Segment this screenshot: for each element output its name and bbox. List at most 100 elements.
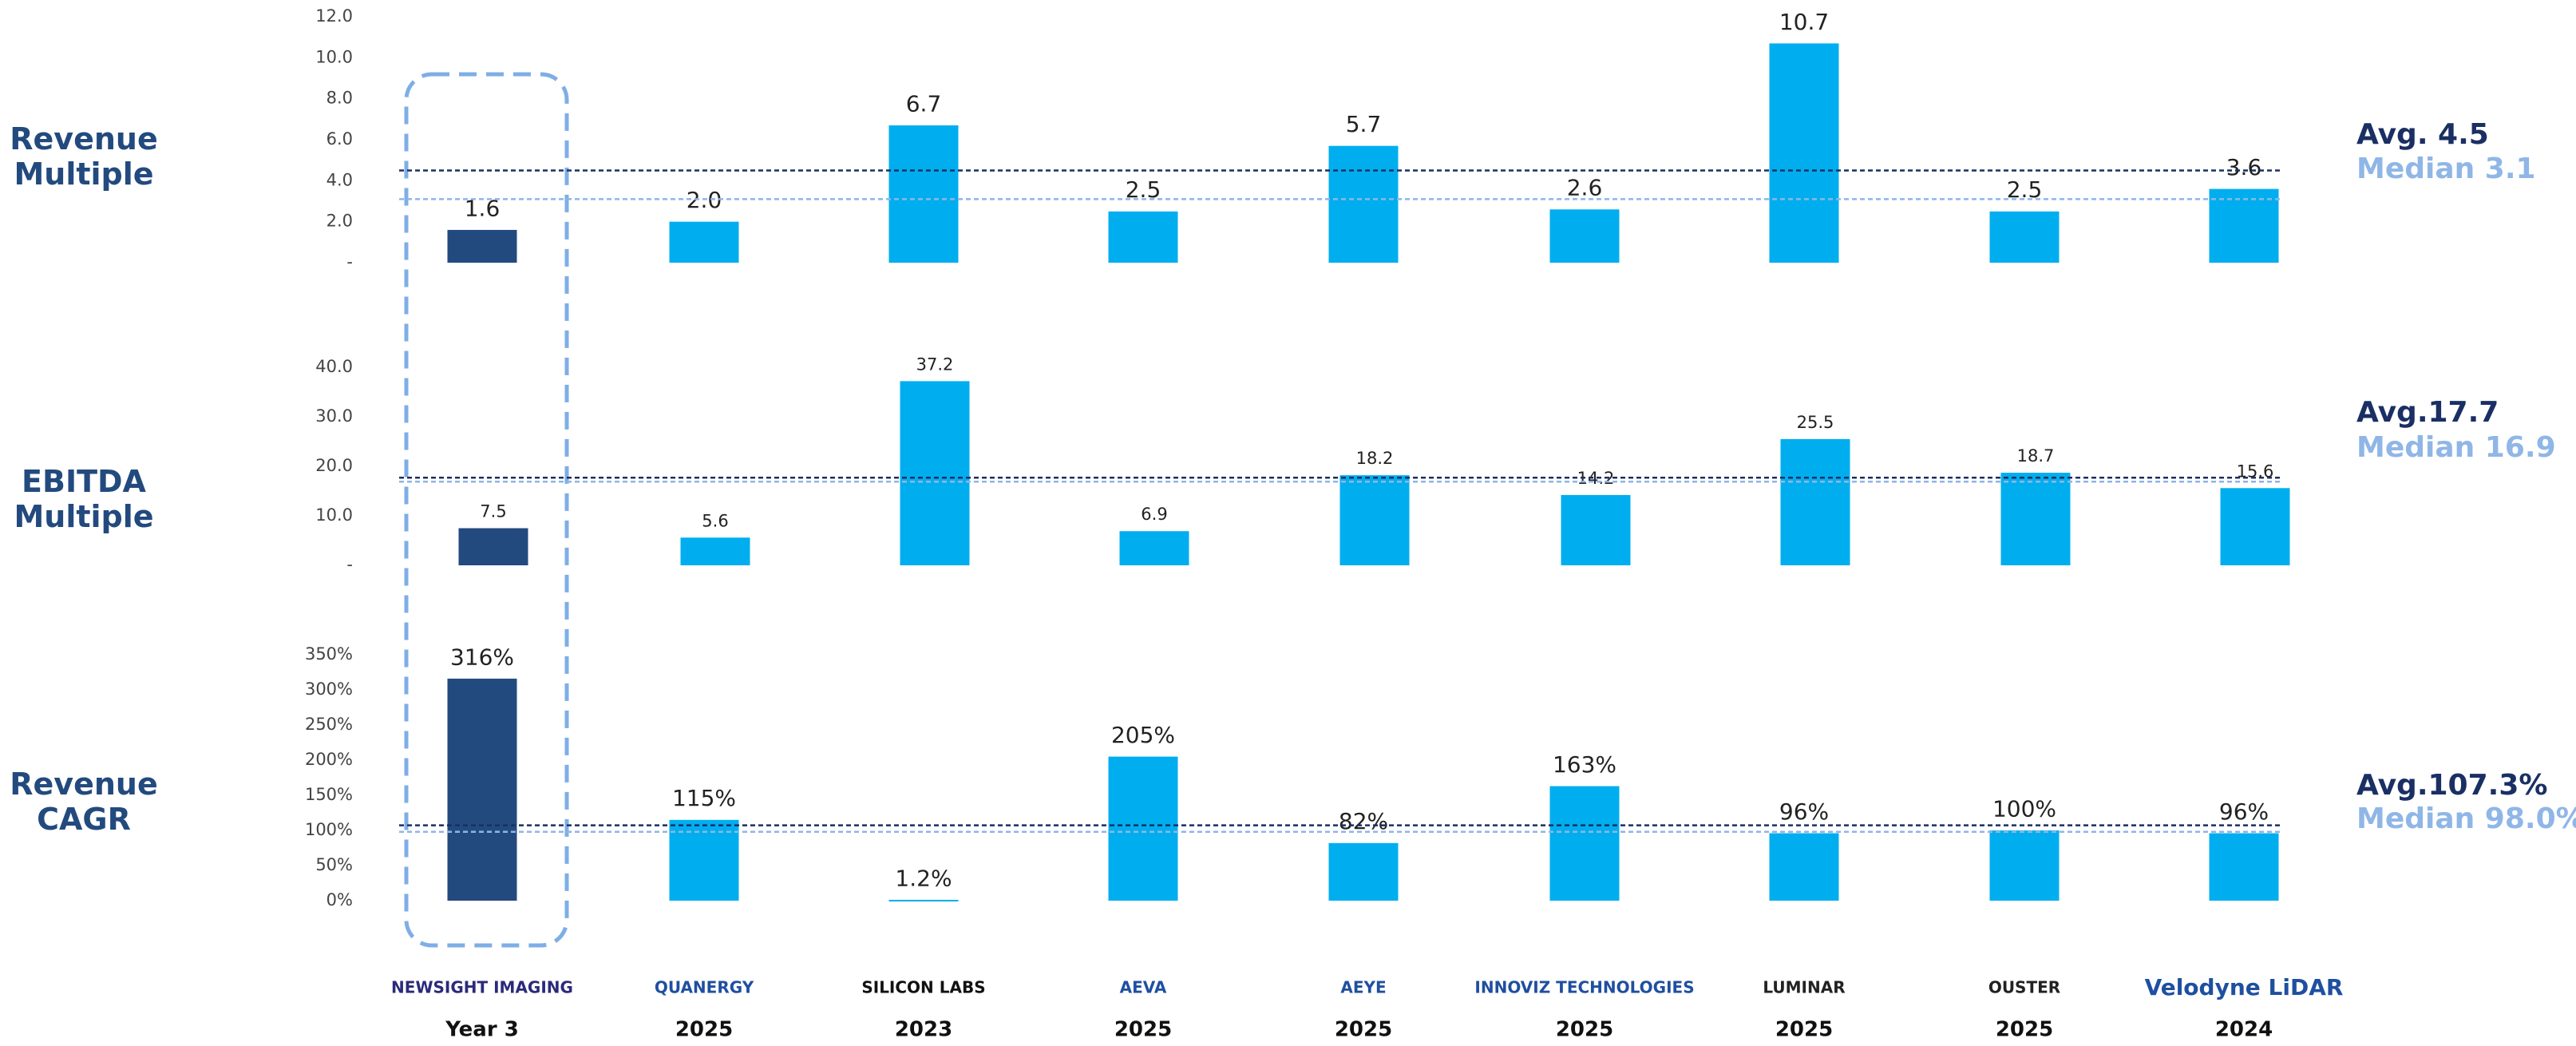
value-label: 82% xyxy=(1339,808,1388,834)
x-tick-label: 2025 xyxy=(1996,1018,2053,1042)
value-label: 10.7 xyxy=(1779,9,1829,35)
value-label: 18.2 xyxy=(1356,449,1394,468)
company-logo: NEWSIGHT IMAGING xyxy=(391,978,573,997)
company-logo: LUMINAR xyxy=(1763,978,1845,997)
value-label: 18.7 xyxy=(2017,446,2055,466)
bar xyxy=(1780,438,1850,565)
bar xyxy=(447,678,517,901)
company-logo: SILICON LABS xyxy=(861,978,985,997)
y-tick-label: 350% xyxy=(305,644,353,664)
value-label: 6.7 xyxy=(906,90,942,117)
x-tick-label: 2025 xyxy=(675,1018,733,1042)
y-tick-label: 10.0 xyxy=(315,47,353,66)
row-title-line: EBITDA xyxy=(22,464,147,499)
y-tick-label: 20.0 xyxy=(315,456,353,475)
y-tick-label: 150% xyxy=(305,785,353,804)
bar xyxy=(1108,756,1178,901)
y-tick-label: 4.0 xyxy=(326,170,353,189)
bar xyxy=(900,381,970,565)
bar xyxy=(1549,786,1620,901)
bar xyxy=(2220,488,2290,565)
value-label: 1.2% xyxy=(895,865,952,891)
company-logo: AEYE xyxy=(1340,978,1386,997)
bar xyxy=(1328,842,1399,901)
bar xyxy=(1108,211,1178,263)
y-tick-label: 0% xyxy=(326,890,353,909)
y-tick-label: 50% xyxy=(315,855,353,874)
x-tick-label: 2024 xyxy=(2215,1018,2273,1042)
company-logo: OUSTER xyxy=(1988,978,2060,997)
company-logo: AEVA xyxy=(1120,978,1167,997)
value-label: 6.9 xyxy=(1141,505,1167,524)
y-tick-label: 10.0 xyxy=(315,505,353,525)
y-tick-label: 40.0 xyxy=(315,357,353,376)
value-label: 96% xyxy=(1779,798,1829,825)
reference-label: Median 98.0% xyxy=(2356,802,2576,835)
y-tick-label: 6.0 xyxy=(326,129,353,149)
value-label: 5.7 xyxy=(1346,111,1382,137)
bar xyxy=(1989,830,2060,901)
x-tick-label: 2025 xyxy=(1775,1018,1833,1042)
y-tick-label: 2.0 xyxy=(326,212,353,231)
bar xyxy=(1339,475,1410,565)
value-label: 316% xyxy=(450,644,514,670)
bar xyxy=(888,125,959,263)
bar xyxy=(888,899,959,901)
value-label: 37.2 xyxy=(916,355,954,374)
y-tick-label: 12.0 xyxy=(315,6,353,26)
y-tick-label: - xyxy=(346,252,353,271)
value-label: 3.6 xyxy=(2226,154,2262,180)
bar xyxy=(1989,211,2060,263)
value-label: 115% xyxy=(672,785,736,811)
row-title-line: Multiple xyxy=(14,157,153,192)
bar xyxy=(447,229,517,263)
x-tick-label: 2025 xyxy=(1114,1018,1172,1042)
row-title: EBITDA Multiple xyxy=(14,464,153,534)
value-label: 7.5 xyxy=(480,502,506,521)
bar xyxy=(1561,494,1631,565)
bar xyxy=(2209,833,2279,901)
y-tick-label: 30.0 xyxy=(315,406,353,426)
y-tick-label: 100% xyxy=(305,820,353,839)
y-tick-label: 8.0 xyxy=(326,89,353,108)
bar xyxy=(1769,43,1839,263)
y-tick-label: 250% xyxy=(305,715,353,734)
y-tick-label: - xyxy=(346,555,353,574)
value-label: 96% xyxy=(2219,798,2269,825)
reference-label: Avg. 4.5 xyxy=(2356,118,2489,151)
value-label: 2.6 xyxy=(1567,175,1603,201)
value-label: 205% xyxy=(1111,722,1175,748)
x-tick-label: Year 3 xyxy=(445,1018,519,1042)
bar xyxy=(2000,473,2071,565)
bar xyxy=(2209,188,2279,263)
x-tick-label: 2023 xyxy=(895,1018,952,1042)
company-logo: INNOVIZ TECHNOLOGIES xyxy=(1474,978,1694,997)
row-title: Revenue CAGR xyxy=(10,767,157,837)
row-title-line: Multiple xyxy=(14,499,153,534)
bar xyxy=(458,528,528,565)
reference-label: Avg.107.3% xyxy=(2356,769,2547,802)
reference-label: Avg.17.7 xyxy=(2356,396,2499,429)
bar xyxy=(1119,531,1189,565)
value-label: 25.5 xyxy=(1797,413,1834,432)
row-title-line: CAGR xyxy=(37,802,131,837)
highlight-box xyxy=(404,72,569,948)
bar xyxy=(669,221,739,263)
row-title-line: Revenue xyxy=(10,767,157,802)
reference-label: Median 16.9 xyxy=(2356,431,2556,464)
bar xyxy=(669,819,739,901)
y-tick-label: 300% xyxy=(305,680,353,699)
company-logo: Velodyne LiDAR xyxy=(2145,974,2344,1000)
x-tick-label: 2025 xyxy=(1556,1018,1613,1042)
row-title-line: Revenue xyxy=(10,121,157,157)
bar xyxy=(1549,209,1620,263)
value-label: 5.6 xyxy=(702,511,728,530)
row-title: Revenue Multiple xyxy=(10,121,157,192)
company-logo: QUANERGY xyxy=(655,978,754,997)
bar xyxy=(1769,833,1839,901)
value-label: 163% xyxy=(1553,751,1616,778)
bar xyxy=(680,537,750,565)
y-tick-label: 200% xyxy=(305,750,353,769)
reference-label: Median 3.1 xyxy=(2356,153,2536,185)
